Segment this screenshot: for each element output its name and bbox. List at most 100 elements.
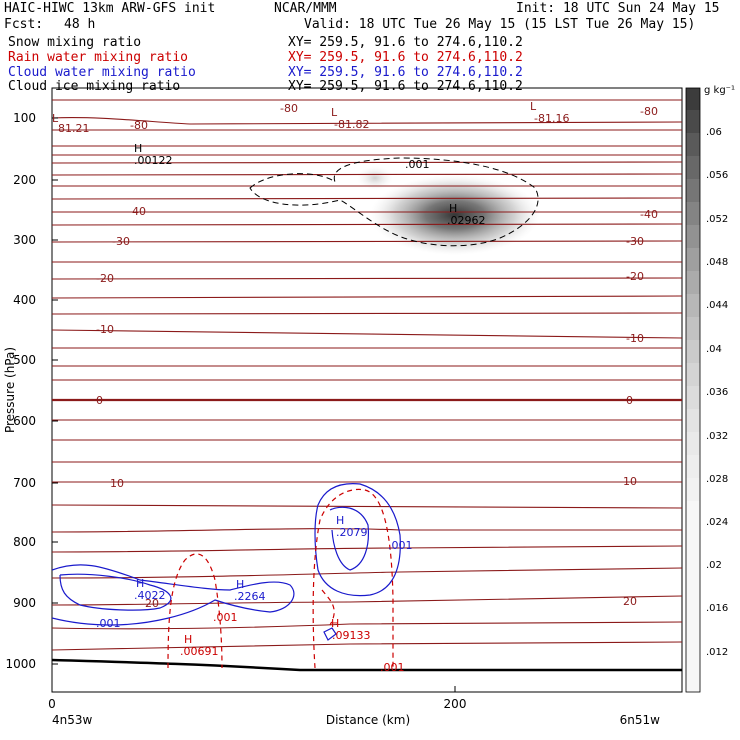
temp-contour — [52, 277, 682, 280]
plot-area — [52, 99, 682, 672]
field-cloudwater-name: Cloud water mixing ratio — [8, 65, 196, 80]
rain-water-contours — [167, 488, 394, 669]
field-cloudwater-xy: XY= 259.5, 91.6 to 274.6,110.2 — [288, 65, 523, 80]
y-axis-label: Pressure (hPa) — [3, 347, 17, 433]
colorbar-unit: g kg⁻¹ — [704, 85, 735, 96]
low-value: 81.21 — [58, 122, 90, 135]
forecast-hour: 48 h — [64, 17, 96, 32]
colorbar-swatch — [686, 110, 700, 133]
colorbar-swatch — [686, 88, 700, 110]
field-snow-name: Snow mixing ratio — [8, 35, 142, 50]
contour-label: -30 — [112, 235, 130, 248]
temp-contour — [52, 117, 682, 125]
colorbar: g kg⁻¹ .06 .056 .052 .048 .044 .04 .036 … — [685, 85, 735, 693]
x-axis-label: Distance (km) — [326, 713, 410, 727]
colorbar-tick: .052 — [706, 214, 728, 225]
colorbar-swatch — [686, 294, 700, 317]
rain-water-contour — [312, 488, 394, 669]
contour-label: -20 — [96, 272, 114, 285]
temp-contour — [52, 197, 682, 200]
colorbar-tick: .056 — [706, 170, 728, 181]
high-marker: H — [134, 142, 142, 155]
snow-shading-secondary — [357, 166, 393, 190]
y-axis: 100 200 300 400 500 600 700 800 900 1000… — [3, 111, 58, 671]
temp-contour — [52, 295, 682, 299]
temp-contour — [52, 621, 682, 630]
y-tick-label: 400 — [13, 293, 36, 307]
contour-label: .001 — [380, 661, 405, 674]
colorbar-swatch — [686, 225, 700, 248]
valid-time: Valid: 18 UTC Tue 26 May 15 (15 LST Tue … — [304, 17, 696, 32]
high-marker: H — [336, 514, 344, 527]
temp-contour — [52, 545, 682, 553]
contour-label: -40 — [640, 208, 658, 221]
high-value: .2079 — [336, 526, 368, 539]
cloud-water-contour — [323, 627, 337, 641]
low-marker: L — [331, 106, 338, 119]
contour-label: -10 — [626, 332, 644, 345]
contour-label: 20 — [623, 595, 637, 608]
colorbar-swatch — [686, 432, 700, 455]
contour-label: .001 — [405, 158, 430, 171]
snow-shading-max — [370, 175, 540, 255]
low-marker: L — [530, 100, 537, 113]
temp-contour — [52, 312, 682, 315]
cloud-water-contour — [59, 573, 172, 611]
colorbar-tick: .02 — [706, 560, 722, 571]
colorbar-swatch — [686, 455, 700, 478]
init-time: Init: 18 UTC Sun 24 May 15 — [516, 1, 720, 16]
colorbar-swatch — [686, 501, 700, 692]
colorbar-swatch — [686, 386, 700, 409]
field-cloudice-xy: XY= 259.5, 91.6 to 274.6,110.2 — [288, 79, 523, 94]
contour-label: -20 — [626, 270, 644, 283]
y-tick-label: 800 — [13, 535, 36, 549]
temp-contour — [52, 528, 682, 533]
cloud-ice-contour — [249, 157, 539, 247]
right-location-label: 6n51w — [620, 713, 661, 727]
high-marker: H — [449, 202, 457, 215]
temp-contour — [52, 329, 682, 339]
cloud-water-contour — [329, 506, 370, 571]
temp-contour — [52, 567, 682, 579]
temp-contour — [52, 161, 682, 164]
colorbar-swatch — [686, 202, 700, 225]
high-marker: H — [236, 578, 244, 591]
field-snow-xy: XY= 259.5, 91.6 to 274.6,110.2 — [288, 35, 523, 50]
high-value: .09133 — [332, 629, 371, 642]
x-tick-label: 0 — [48, 697, 56, 711]
y-tick-label: 500 — [13, 353, 36, 367]
y-tick-label: 600 — [13, 414, 36, 428]
colorbar-swatch — [686, 409, 700, 432]
rain-water-contour — [321, 589, 335, 626]
high-marker: H — [331, 617, 339, 630]
colorbar-swatch — [686, 271, 700, 294]
colorbar-swatch — [686, 478, 700, 501]
high-value: .4022 — [134, 589, 166, 602]
rain-water-contour — [167, 553, 223, 669]
y-tick-label: 100 — [13, 111, 36, 125]
contour-label: -80 — [130, 119, 148, 132]
contour-label: .001 — [388, 539, 413, 552]
field-cloudice-name: Cloud ice mixing ratio — [8, 79, 181, 94]
colorbar-swatch — [686, 179, 700, 202]
temp-contour — [52, 223, 682, 226]
field-rain-xy: XY= 259.5, 91.6 to 274.6,110.2 — [288, 50, 523, 65]
high-marker: H — [184, 633, 192, 646]
temp-contour — [52, 173, 682, 176]
contour-label: 10 — [110, 477, 124, 490]
high-value: .00691 — [180, 645, 219, 658]
contour-label: -40 — [128, 205, 146, 218]
colorbar-swatch — [686, 156, 700, 179]
colorbar-tick: .028 — [706, 474, 728, 485]
contour-label: -10 — [96, 323, 114, 336]
contour-label: .001 — [213, 611, 238, 624]
low-value: -81.16 — [534, 112, 569, 125]
high-value: .2264 — [234, 590, 266, 603]
plot-frame — [51, 87, 683, 693]
colorbar-swatch — [686, 317, 700, 340]
colorbar-tick: .044 — [706, 300, 728, 311]
cloud-water-contour — [52, 564, 295, 626]
low-marker: L — [52, 112, 59, 125]
colorbar-tick: .012 — [706, 647, 728, 658]
